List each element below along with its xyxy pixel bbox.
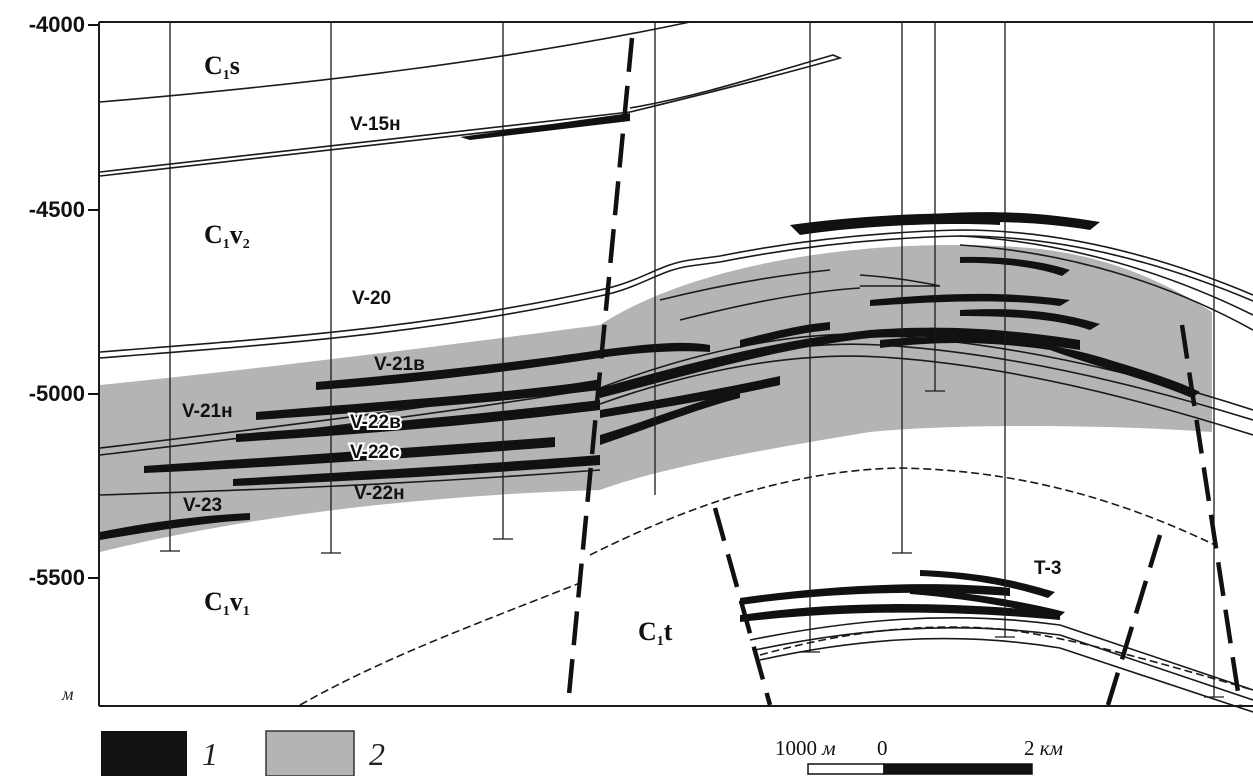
frame	[98, 21, 1253, 707]
scale-right-value: 2 км	[1024, 736, 1063, 760]
reservoir-bodies	[100, 113, 1200, 622]
stratum-c1s: C1s	[204, 51, 240, 83]
legend: 1 2	[101, 730, 385, 776]
depth-tick-label: -5500	[29, 565, 85, 590]
legend-label-2: 2	[369, 736, 385, 772]
depth-tick-label: -4000	[29, 12, 85, 37]
depth-tick-label: -5000	[29, 381, 85, 406]
gray-zone-left	[100, 325, 600, 552]
legend-swatch-zone	[265, 730, 355, 776]
depth-unit: м	[61, 684, 74, 704]
gray-zone-right	[600, 245, 1212, 490]
layer-label-v22v: V-22в	[350, 412, 401, 433]
stratum-c1t: C1t	[638, 617, 673, 649]
legend-label-1: 1	[202, 736, 218, 772]
layer-label-v21v: V-21в	[374, 354, 425, 375]
stratum-c1v2: C1v2	[204, 220, 250, 252]
legend-swatch-reservoir	[101, 731, 187, 776]
layer-label-v20: V-20	[352, 288, 391, 309]
layer-label-v22s: V-22с	[350, 442, 400, 463]
layer-label-v22n: V-22н	[354, 483, 405, 504]
scale-left-value: 1000 м	[775, 736, 836, 760]
layer-label-t3: T-3	[1034, 558, 1061, 579]
well-lines	[160, 22, 1224, 698]
unconformity-lines	[299, 467, 1253, 706]
layer-label-v23: V-23	[183, 495, 222, 516]
scale-zero: 0	[877, 736, 888, 760]
layer-label-v15n: V-15н	[350, 114, 401, 135]
scale-bar: 1000 м 0 2 км	[775, 736, 1063, 775]
stratum-c1v1: C1v1	[204, 587, 250, 619]
layer-label-v21n: V-21н	[182, 401, 233, 422]
depth-tick-label: -4500	[29, 197, 85, 222]
fault-lines	[565, 37, 1243, 706]
depth-axis: -4000 -4500 -5000 -5500 м	[29, 12, 99, 704]
